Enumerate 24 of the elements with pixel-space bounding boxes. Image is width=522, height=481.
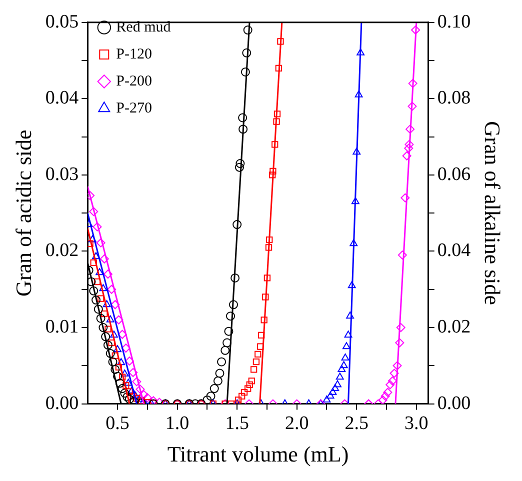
legend-label: P-270 <box>116 100 152 116</box>
x-tick-label: 0.5 <box>106 413 130 434</box>
y2-tick-label: 0.08 <box>437 88 471 109</box>
y2-tick-label: 0.06 <box>437 164 471 185</box>
y-tick-label: 0.03 <box>45 164 79 185</box>
y-tick-label: 0.00 <box>45 392 79 414</box>
x-tick-label: 3.0 <box>404 413 428 434</box>
y2-tick-label: 0.00 <box>437 392 471 414</box>
y-tick-label: 0.01 <box>45 316 79 338</box>
legend-label: P-120 <box>116 46 152 62</box>
y2-axis-title: Gran of alkaline side <box>480 121 506 306</box>
x-tick-label: 1.5 <box>225 413 249 434</box>
y-tick-label: 0.02 <box>45 240 79 262</box>
y-tick-label: 0.05 <box>45 11 79 32</box>
y2-tick-label: 0.02 <box>437 316 471 338</box>
x-tick-label: 2.5 <box>344 413 368 434</box>
x-tick-label: 1.0 <box>165 413 190 434</box>
x-axis-title: Titrant volume (mL) <box>167 442 349 467</box>
x-tick-label: 2.0 <box>284 413 309 434</box>
y2-tick-label: 0.10 <box>437 11 471 32</box>
legend-label: P-200 <box>116 73 152 90</box>
y2-tick-label: 0.04 <box>437 240 472 262</box>
y-tick-label: 0.04 <box>45 88 80 109</box>
y-axis-title: Gran of acidic side <box>10 130 36 296</box>
